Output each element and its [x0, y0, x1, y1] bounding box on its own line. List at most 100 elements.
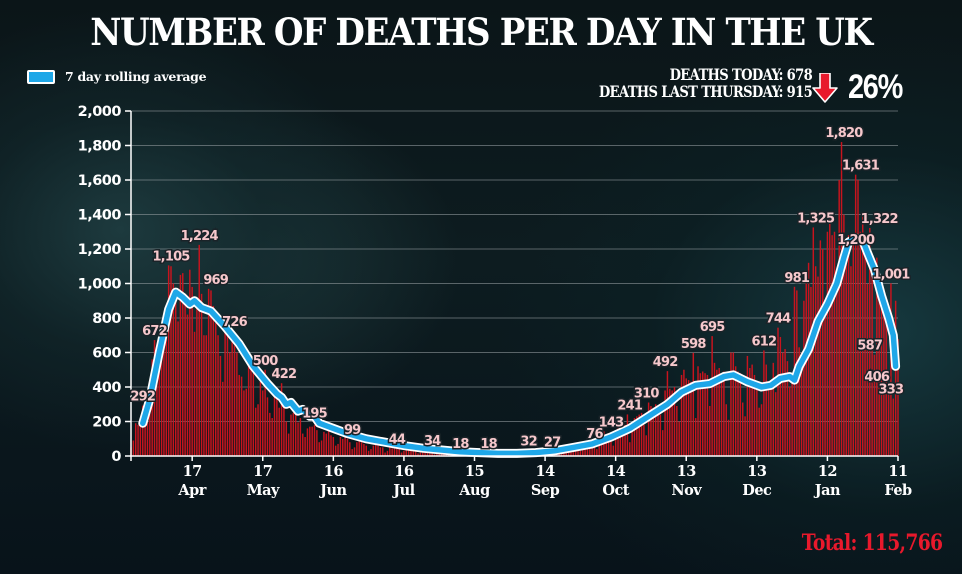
x-axis-ticks: 17 Apr 17 May 16 Jun 16 Jul 15 Aug 14 Sep 14 Oct 13 Nov… [130, 456, 913, 499]
data-label: 292 [130, 390, 155, 405]
bar [134, 423, 137, 456]
bar [836, 274, 838, 457]
bar [243, 390, 245, 456]
bar [807, 262, 810, 456]
bar [391, 448, 393, 456]
bar [238, 374, 240, 456]
bar [871, 266, 873, 456]
bar [610, 437, 612, 456]
deaths-today: DEATHS TODAY: 678 [669, 65, 812, 84]
bar [231, 330, 233, 456]
bar [636, 416, 638, 456]
x-tick-day-label: 16 [394, 463, 414, 480]
bar [170, 266, 172, 456]
bar [786, 361, 789, 457]
bar [852, 240, 855, 457]
data-label: 195 [302, 406, 327, 421]
bar [791, 376, 793, 456]
bar [741, 402, 744, 456]
bar [866, 283, 869, 456]
bar [720, 378, 723, 457]
bar [730, 352, 732, 456]
bar [845, 249, 847, 456]
bar [144, 411, 146, 456]
bar [379, 447, 382, 457]
bar [142, 405, 144, 456]
bar [320, 440, 323, 456]
data-label: 612 [752, 334, 777, 349]
data-label: 99 [344, 423, 361, 438]
y-tick-label: 1,400 [78, 208, 122, 224]
bar [370, 449, 372, 456]
bar [172, 283, 175, 456]
bar [633, 418, 636, 456]
deaths-stats: DEATHS TODAY: 678 DEATHS LAST THURSDAY: … [599, 65, 813, 100]
bar [607, 433, 610, 456]
bar [207, 288, 210, 456]
y-tick-label: 1,800 [78, 139, 122, 155]
bar [687, 380, 690, 456]
bar [389, 447, 391, 457]
bar [222, 381, 224, 456]
line-series-rolling-average [138, 233, 901, 458]
bar [137, 424, 139, 456]
bar [278, 407, 280, 456]
y-tick-label: 0 [111, 449, 121, 465]
y-tick-label: 400 [92, 380, 121, 396]
bar [247, 359, 250, 456]
bar [266, 397, 269, 456]
bar [824, 318, 826, 456]
rolling-average-line [140, 235, 899, 457]
bar [351, 449, 353, 456]
bar [398, 449, 400, 456]
bar [701, 371, 704, 456]
y-tick-label: 2,000 [78, 104, 122, 120]
bar [365, 445, 368, 456]
bar [784, 349, 786, 456]
bar [629, 442, 631, 456]
bar [339, 437, 342, 456]
data-label: 981 [784, 271, 809, 286]
bar [330, 435, 332, 456]
bar [149, 383, 151, 456]
bar [746, 355, 749, 456]
bar [417, 453, 419, 456]
bar [789, 387, 791, 456]
bar [386, 450, 389, 456]
bar [781, 352, 784, 456]
bar [661, 430, 664, 457]
data-label: 18 [452, 437, 469, 452]
bar [374, 443, 377, 456]
x-tick-day-label: 13 [677, 463, 697, 480]
data-label: 32 [520, 435, 537, 450]
bar [843, 214, 845, 456]
bar [167, 265, 170, 456]
bar [673, 387, 676, 456]
bar [596, 449, 598, 456]
bar [396, 447, 398, 457]
x-tick-day-label: 11 [888, 463, 907, 480]
data-label: 1,820 [825, 126, 863, 141]
data-label: 492 [653, 355, 678, 370]
bar [878, 288, 880, 456]
data-label: 1,322 [861, 212, 898, 227]
bar [890, 283, 892, 456]
bar [861, 214, 864, 456]
bar [363, 443, 365, 456]
bar [697, 366, 699, 456]
legend-swatch-rolling-average [27, 69, 55, 84]
bar [744, 416, 746, 456]
bar-series-daily-deaths [130, 142, 899, 457]
bar [751, 364, 753, 456]
bar [763, 350, 765, 456]
bar [626, 414, 629, 456]
bar [756, 383, 758, 456]
bar [760, 404, 763, 456]
data-label: 143 [599, 415, 624, 430]
bar [694, 418, 697, 456]
bar [563, 453, 565, 456]
bar [829, 214, 831, 456]
x-tick-day-label: 12 [818, 463, 837, 480]
